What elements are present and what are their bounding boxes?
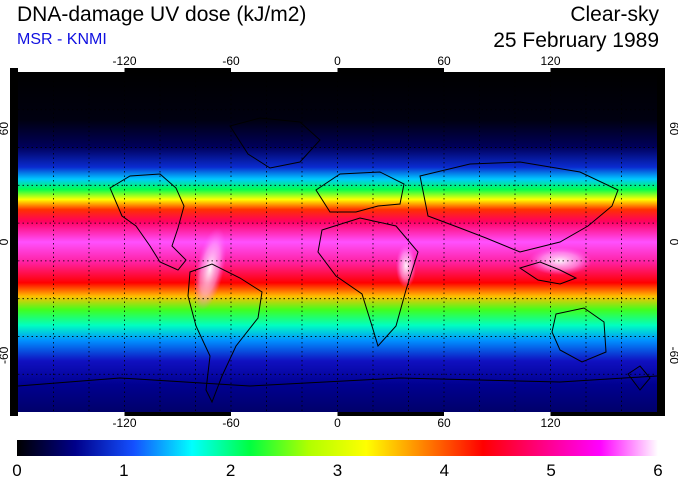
colorbar-tick-label: 6: [653, 461, 662, 480]
lat-tick-label: 0: [0, 238, 11, 245]
uv-hotspots: [193, 227, 592, 311]
lat-tick-label: 60: [0, 122, 11, 136]
lon-ticks-top: -120 -60 0 60 120: [112, 56, 560, 68]
lon-tick-label: 0: [334, 416, 341, 430]
coastlines: [18, 117, 657, 404]
frame-segment: [18, 68, 125, 72]
colorbar-tick-label: 5: [546, 461, 555, 480]
colorbar-tick-label: 1: [119, 461, 128, 480]
lon-tick-label: 60: [437, 56, 451, 68]
frame-segment: [444, 68, 551, 72]
colorbar-ticks: 0 1 2 3 4 5 6: [12, 461, 662, 480]
lat-tick-label: 0: [667, 239, 678, 246]
lat-ticks-left: 60 0 -60: [0, 122, 11, 364]
colorbar-tick-label: 2: [226, 461, 235, 480]
colorbar: 0 1 2 3 4 5 6: [12, 440, 663, 480]
lat-tick-label: -60: [0, 346, 11, 364]
colorbar-tick-label: 0: [12, 461, 21, 480]
frame-segment: [18, 412, 125, 416]
lon-tick-label: 120: [540, 56, 560, 68]
lon-tick-label: 120: [540, 416, 560, 430]
uv-dose-map: -120 -60 0 60 120 -120 -60 0 60 120 60 0 -60 60 0 -6…: [0, 56, 678, 430]
colorbar-ramp: [17, 440, 658, 456]
lon-ticks-bottom: -120 -60 0 60 120: [112, 416, 560, 430]
lon-tick-label: -120: [112, 416, 136, 430]
lat-tick-label: -60: [667, 347, 678, 365]
lat-ticks-right: 60 0 -60: [667, 122, 678, 364]
lat-tick-label: 60: [667, 122, 678, 136]
frame-segment: [444, 412, 551, 416]
graticule: [18, 68, 657, 416]
lon-tick-label: -60: [222, 416, 240, 430]
date-label: 25 February 1989: [493, 29, 659, 52]
lon-tick-label: -120: [112, 56, 136, 68]
uv-dose-field: [18, 72, 657, 412]
sky-condition-label: Clear-sky: [570, 3, 659, 26]
source-label: MSR - KNMI: [17, 31, 107, 48]
lon-tick-label: 0: [334, 56, 341, 68]
lon-tick-label: 60: [437, 416, 451, 430]
frame-segment: [231, 412, 338, 416]
lon-tick-label: -60: [222, 56, 240, 68]
colorbar-tick-label: 4: [440, 461, 449, 480]
frame-segment: [231, 68, 338, 72]
map-title: DNA-damage UV dose (kJ/m2): [17, 3, 307, 26]
colorbar-tick-label: 3: [333, 461, 342, 480]
